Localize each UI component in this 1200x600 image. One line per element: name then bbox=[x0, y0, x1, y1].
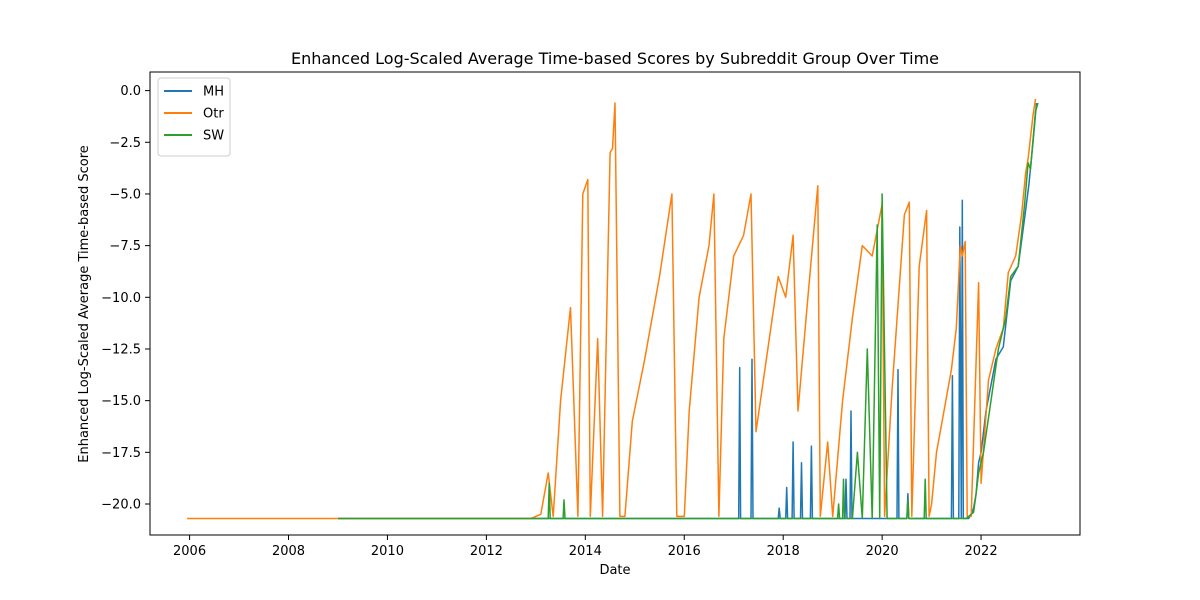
x-tick-label: 2012 bbox=[470, 544, 503, 559]
x-tick-label: 2008 bbox=[272, 544, 305, 559]
y-tick-label: −2.5 bbox=[109, 136, 141, 151]
legend: MH Otr SW bbox=[157, 77, 231, 157]
y-axis: 0.0 −2.5 −5.0 −7.5 −10.0 −12.5 −15.0 −17.5 −20.0 bbox=[101, 84, 150, 512]
x-axis: 2006 2008 2010 2012 2014 2016 2018 2020 2022 bbox=[173, 535, 998, 559]
y-tick-label: −17.5 bbox=[101, 446, 141, 461]
x-tick-label: 2016 bbox=[668, 544, 701, 559]
y-tick-label: −20.0 bbox=[101, 497, 141, 512]
y-tick-label: −10.0 bbox=[101, 291, 141, 306]
x-tick-label: 2014 bbox=[569, 544, 602, 559]
x-axis-label: Date bbox=[599, 563, 630, 578]
x-tick-label: 2006 bbox=[173, 544, 206, 559]
legend-label-mh: MH bbox=[203, 85, 224, 100]
y-tick-label: −5.0 bbox=[109, 187, 141, 202]
x-tick-label: 2010 bbox=[371, 544, 404, 559]
y-tick-label: −12.5 bbox=[101, 342, 141, 357]
y-tick-label: −15.0 bbox=[101, 394, 141, 409]
chart-title: Enhanced Log-Scaled Average Time-based S… bbox=[291, 49, 939, 68]
plot-frame bbox=[149, 71, 1081, 536]
series-line-otr bbox=[187, 98, 1037, 520]
x-tick-label: 2022 bbox=[965, 544, 998, 559]
legend-label-otr: Otr bbox=[203, 107, 224, 122]
series-layer bbox=[187, 98, 1039, 520]
x-tick-label: 2020 bbox=[866, 544, 899, 559]
y-tick-label: −7.5 bbox=[109, 239, 141, 254]
legend-label-sw: SW bbox=[203, 129, 224, 144]
y-axis-label: Enhanced Log-Scaled Average Time-based S… bbox=[77, 145, 92, 463]
legend-box bbox=[157, 77, 231, 157]
x-tick-label: 2018 bbox=[767, 544, 800, 559]
y-tick-label: 0.0 bbox=[120, 84, 141, 99]
series-line-sw bbox=[338, 102, 1039, 520]
